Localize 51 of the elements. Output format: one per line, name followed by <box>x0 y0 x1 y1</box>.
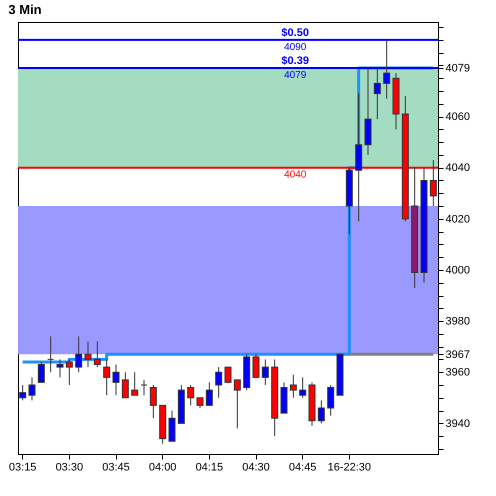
y-tick-label: 4060 <box>446 111 470 124</box>
y-tick-label: 4000 <box>446 264 470 276</box>
x-tick-label: 03:30 <box>56 462 84 474</box>
y-tick-label: 4020 <box>446 213 470 226</box>
candlestick <box>112 364 120 396</box>
y-tick-label: 4079 <box>446 62 470 75</box>
candlestick <box>196 397 204 408</box>
x-tick-label: 04:15 <box>196 462 224 474</box>
ref-line-label: 4090 <box>284 42 307 53</box>
candlestick <box>38 361 45 383</box>
x-tick-label: 03:15 <box>8 462 36 474</box>
x-tick-label: 04:00 <box>148 462 176 474</box>
candlestick <box>66 358 73 386</box>
candlestick <box>94 341 101 368</box>
y-tick-label: 3967 <box>446 348 470 361</box>
candlestick <box>140 379 148 396</box>
candlestick <box>262 358 269 386</box>
y-tick-label: 3980 <box>446 316 470 328</box>
x-tick-label: 03:45 <box>102 462 130 474</box>
x-tick-label: 16-22:30 <box>328 462 372 474</box>
annotation: $0.50 <box>281 26 309 39</box>
candlestick <box>224 366 232 383</box>
x-tick-label: 04:45 <box>288 462 316 474</box>
chart-title: 3 Min <box>8 2 42 18</box>
candlestick <box>75 336 82 373</box>
candlestick <box>84 341 92 368</box>
candlestick <box>215 366 222 398</box>
candlestick <box>252 354 260 378</box>
candlestick <box>290 374 297 398</box>
candlestick <box>47 336 54 373</box>
candlestick <box>318 400 325 424</box>
candlestick <box>168 410 176 442</box>
candlestick <box>187 384 194 406</box>
candlestick <box>206 382 213 406</box>
candlestick <box>299 376 306 398</box>
y-tick-label: 3960 <box>446 366 470 379</box>
candlestick <box>19 384 26 401</box>
candlestick <box>131 372 138 396</box>
candlestick <box>122 372 129 398</box>
y-tick-label: 3940 <box>446 418 470 430</box>
x-tick-label: 04:30 <box>242 462 270 474</box>
ref-line-label: 4079 <box>284 70 307 82</box>
candlestick <box>103 358 110 396</box>
annotation: $0.39 <box>281 55 309 68</box>
candlestick <box>56 358 64 378</box>
y-tick-label: 4040 <box>446 162 470 174</box>
candlestick <box>327 384 334 416</box>
candlestick <box>28 376 36 401</box>
ref-line-label: 4040 <box>284 170 307 181</box>
candlestick <box>150 384 157 419</box>
candlestick <box>234 379 241 429</box>
